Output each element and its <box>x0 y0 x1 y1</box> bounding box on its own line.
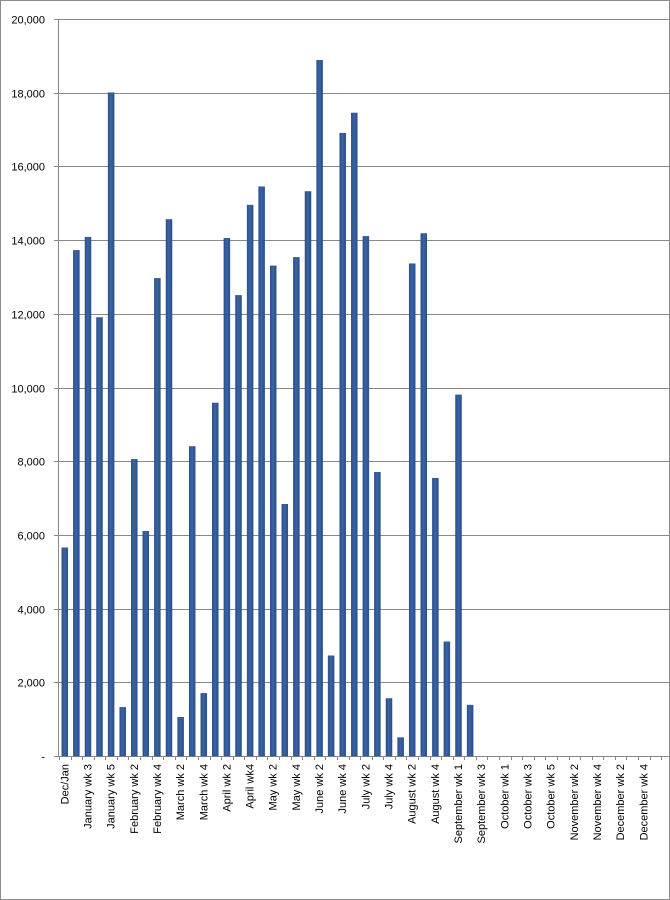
y-tick-label: 2,000 <box>17 678 45 690</box>
x-category-label: July wk 4 <box>384 764 396 809</box>
y-tick-label: 16,000 <box>11 162 45 174</box>
x-category-label: September wk 3 <box>476 764 488 843</box>
bar-35 <box>466 704 474 757</box>
bar-11 <box>188 446 196 757</box>
bar-10 <box>177 717 184 757</box>
bar-4 <box>107 92 115 757</box>
bar-30 <box>408 263 416 757</box>
bar-23 <box>327 655 335 757</box>
bar-32 <box>432 477 439 757</box>
y-axis-ticks: - 2,000 4,000 6,000 8,000 10,000 12,000 14,000 1… <box>11 15 58 764</box>
x-category-label: August wk 2 <box>407 764 419 824</box>
x-category-label: June wk 4 <box>337 764 349 814</box>
bar-16 <box>246 204 254 757</box>
x-category-label: May wk 2 <box>268 764 280 810</box>
bar-14 <box>223 238 231 757</box>
bar-12 <box>200 693 208 757</box>
x-category-label: February wk 2 <box>129 764 141 834</box>
y-tick-label: 14,000 <box>11 236 45 248</box>
x-category-label: April wk4 <box>245 764 257 809</box>
bar-33 <box>443 641 451 757</box>
bar-27 <box>374 472 381 757</box>
bar-29 <box>397 737 404 757</box>
bar-19 <box>281 504 289 757</box>
y-tick-label: 12,000 <box>11 310 45 322</box>
y-tick-label: 18,000 <box>11 89 45 101</box>
x-category-label: April wk 2 <box>221 764 233 812</box>
bar-9 <box>165 219 173 757</box>
bar-26 <box>362 236 370 757</box>
y-tick-label: 6,000 <box>17 531 45 543</box>
x-category-label: October wk 1 <box>499 764 511 829</box>
x-category-label: November wk 2 <box>569 764 581 840</box>
y-tick-label: 4,000 <box>17 605 45 617</box>
x-category-label: Dec/Jan <box>59 764 71 804</box>
bar-28 <box>385 698 393 757</box>
x-category-label: December wk 2 <box>615 764 627 840</box>
x-category-label: September wk 1 <box>453 764 465 843</box>
bar-13 <box>212 402 219 757</box>
bar-25 <box>351 112 358 757</box>
bar-20 <box>293 257 300 757</box>
x-category-label: October wk 5 <box>546 764 558 829</box>
y-tick-label: - <box>41 752 45 764</box>
y-tick-label: 10,000 <box>11 384 45 396</box>
x-category-label: December wk 4 <box>638 764 650 840</box>
x-category-label: January wk 3 <box>83 764 95 829</box>
bar-0 <box>61 547 69 757</box>
bar-6 <box>131 459 138 757</box>
x-category-label: July wk 2 <box>360 764 372 809</box>
bar-24 <box>339 132 346 757</box>
bar-34 <box>455 394 462 757</box>
x-category-label: January wk 5 <box>106 764 118 829</box>
bar-8 <box>154 278 161 757</box>
x-category-label: November wk 4 <box>592 764 604 840</box>
x-axis-labels: Dec/Jan January wk 3 January wk 5 February … <box>59 764 650 843</box>
x-category-label: March wk 2 <box>175 764 187 820</box>
bar-2 <box>84 236 92 757</box>
bar-3 <box>96 317 103 757</box>
bars <box>61 60 474 757</box>
y-tick-label: 20,000 <box>11 15 45 27</box>
y-tick-label: 8,000 <box>17 457 45 469</box>
bar-18 <box>269 265 277 757</box>
x-axis-ticks <box>59 756 662 760</box>
bar-5 <box>119 707 126 757</box>
bar-21 <box>304 191 312 757</box>
x-category-label: June wk 2 <box>314 764 326 814</box>
x-category-label: February wk 4 <box>152 764 164 834</box>
bar-15 <box>235 295 242 757</box>
bar-17 <box>258 186 265 757</box>
x-category-label: August wk 4 <box>430 764 442 824</box>
bar-22 <box>316 60 323 757</box>
bar-7 <box>142 530 150 757</box>
x-category-label: October wk 3 <box>523 764 535 829</box>
x-category-label: March wk 4 <box>198 764 210 820</box>
bar-31 <box>420 233 428 757</box>
bar-1 <box>73 250 80 757</box>
x-category-label: May wk 4 <box>291 764 303 810</box>
